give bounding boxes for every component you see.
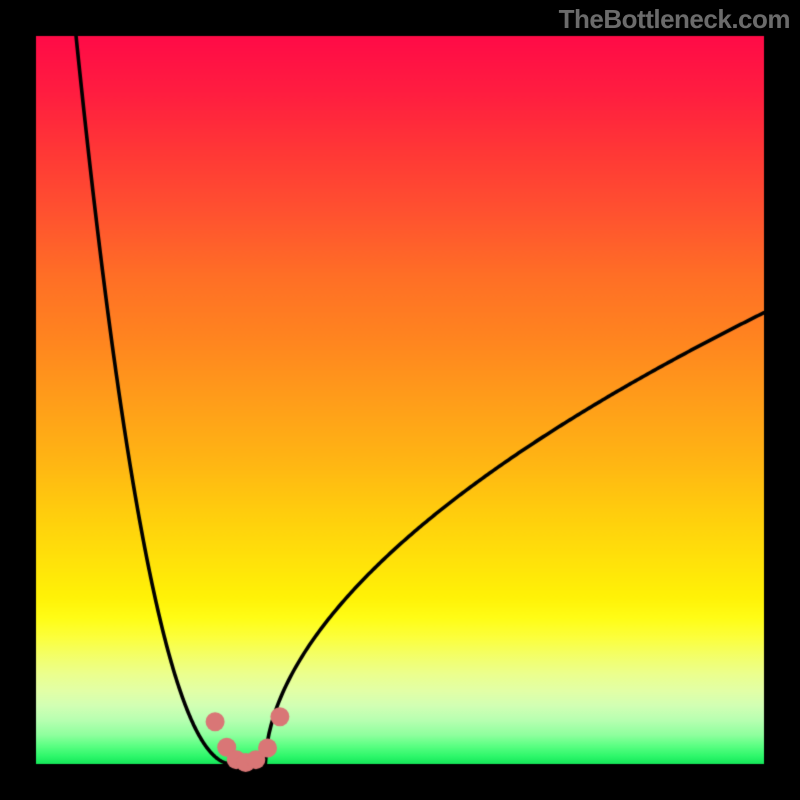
bottleneck-curve-chart — [0, 0, 800, 800]
watermark-text: TheBottleneck.com — [559, 4, 790, 35]
chart-stage: TheBottleneck.com — [0, 0, 800, 800]
